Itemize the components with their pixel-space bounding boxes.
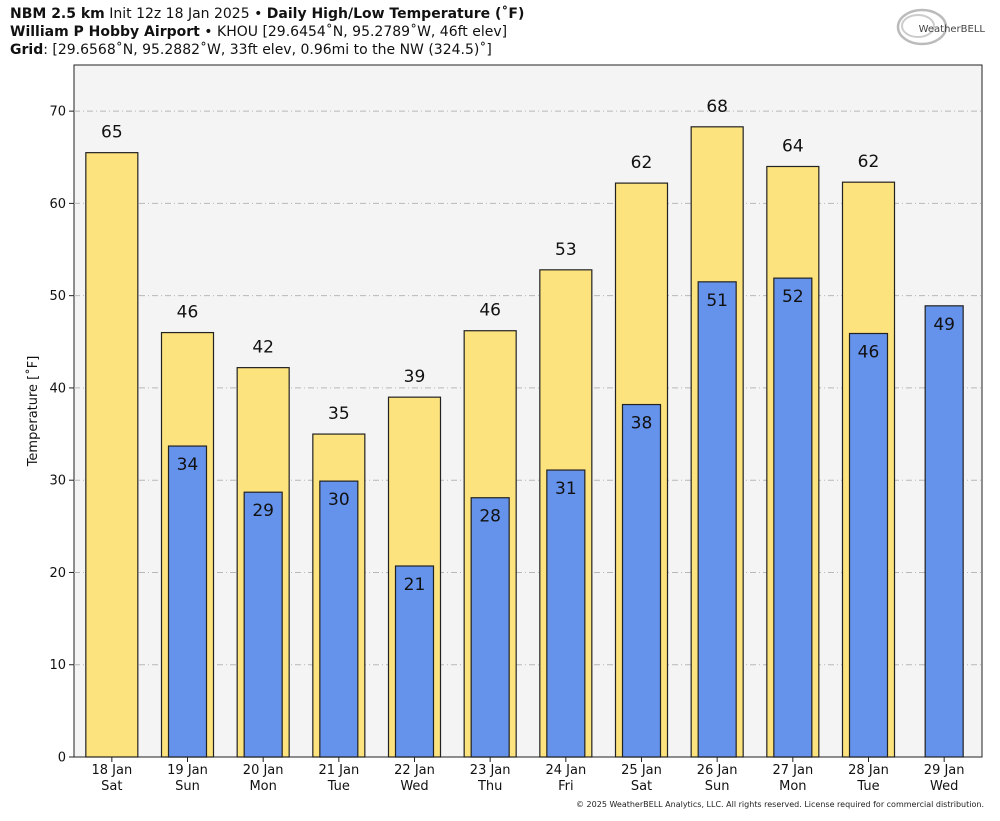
x-tick-day: Wed (930, 779, 958, 794)
high-temp-label: 62 (631, 153, 653, 173)
low-temp-bar (319, 480, 359, 758)
y-tick-label: 20 (49, 566, 66, 581)
low-temp-bar (394, 565, 435, 758)
x-tick-date: 22 Jan (394, 763, 435, 778)
station-info: KHOU [29.6454˚N, 95.2789˚W, 46ft elev] (217, 24, 508, 40)
x-tick-day: Tue (327, 779, 350, 794)
y-tick-label: 40 (49, 381, 66, 396)
model-name: NBM 2.5 km (10, 6, 105, 22)
logo-swirl-inner-icon (901, 14, 935, 38)
grid-label: Grid (10, 42, 44, 58)
y-tick-label: 10 (49, 658, 66, 673)
high-temp-label: 35 (328, 404, 350, 424)
y-tick-label: 30 (49, 474, 66, 489)
low-temp-label: 46 (858, 342, 880, 362)
y-tick-label: 70 (49, 105, 66, 120)
grid-lines (74, 110, 982, 666)
grid-info: : [29.6568˚N, 95.2882˚W, 33ft elev, 0.96… (43, 42, 492, 58)
high-temp-label: 62 (858, 152, 880, 172)
x-tick-date: 20 Jan (243, 763, 284, 778)
header-line-3: Grid: [29.6568˚N, 95.2882˚W, 33ft elev, … (10, 42, 492, 59)
high-temp-label: 53 (555, 240, 577, 260)
low-temp-bar (697, 281, 737, 758)
x-tick-day: Mon (249, 779, 276, 794)
x-tick-day: Sat (101, 779, 122, 794)
x-tick-date: 25 Jan (621, 763, 662, 778)
high-temp-label: 68 (706, 97, 728, 117)
x-tick-day: Tue (856, 779, 879, 794)
copyright-footer: © 2025 WeatherBELL Analytics, LLC. All r… (576, 800, 984, 809)
low-temp-bar (848, 332, 889, 758)
x-tick-date: 24 Jan (545, 763, 586, 778)
weatherbell-logo: WeatherBELL (896, 8, 986, 46)
header-line-1: NBM 2.5 km Init 12z 18 Jan 2025 • Daily … (10, 6, 524, 23)
low-temp-label: 28 (479, 507, 501, 527)
high-temp-label: 46 (479, 301, 501, 321)
low-temp-label: 21 (404, 575, 426, 595)
low-temp-label: 49 (933, 315, 955, 335)
y-tick-label: 60 (49, 197, 66, 212)
x-tick-date: 18 Jan (91, 763, 132, 778)
x-tick-day: Mon (779, 779, 806, 794)
low-temp-label: 30 (328, 490, 350, 510)
x-tick-date: 26 Jan (697, 763, 738, 778)
x-tick-date: 23 Jan (470, 763, 511, 778)
logo-swirl-icon (896, 8, 948, 46)
y-axis-label: Temperature [˚F] (25, 356, 41, 468)
x-tick-date: 27 Jan (772, 763, 813, 778)
low-temp-label: 52 (782, 287, 804, 307)
low-temp-label: 38 (631, 414, 653, 434)
station-name: William P Hobby Airport (10, 24, 200, 40)
header-line-2: William P Hobby Airport • KHOU [29.6454˚… (10, 24, 507, 41)
high-temp-bar (85, 152, 139, 758)
y-tick-label: 0 (58, 751, 66, 766)
separator: • (254, 6, 263, 22)
low-temp-bar (167, 445, 208, 758)
high-temp-label: 65 (101, 123, 123, 143)
low-temp-bar (621, 403, 662, 758)
x-tick-date: 21 Jan (318, 763, 359, 778)
x-tick-day: Fri (558, 779, 574, 794)
low-temp-bar (243, 491, 283, 758)
low-temp-bar (924, 305, 964, 758)
logo-text: WeatherBELL (919, 24, 986, 35)
high-temp-label: 42 (252, 338, 274, 358)
product-title: Daily High/Low Temperature (˚F) (266, 6, 525, 22)
low-temp-label: 51 (706, 291, 728, 311)
x-tick-date: 29 Jan (924, 763, 965, 778)
x-tick-day: Sun (705, 779, 730, 794)
low-temp-label: 34 (177, 455, 199, 475)
low-temp-bar (773, 277, 813, 758)
plot-area (73, 64, 983, 758)
x-tick-date: 19 Jan (167, 763, 208, 778)
y-axis: 0 10 20 30 40 50 60 70 (49, 105, 74, 766)
x-tick-day: Wed (400, 779, 428, 794)
separator: • (204, 24, 213, 40)
low-temp-label: 29 (252, 501, 274, 521)
x-tick-day: Sat (631, 779, 652, 794)
x-tick-date: 28 Jan (848, 763, 889, 778)
y-tick-label: 50 (49, 289, 66, 304)
low-temp-label: 31 (555, 479, 577, 499)
x-tick-day: Sun (175, 779, 200, 794)
bars: 65 46 34 42 29 35 30 39 21 46 28 53 31 62 38 68 51 64 52 62… (85, 97, 964, 758)
low-temp-bar (470, 497, 510, 758)
high-temp-label: 46 (177, 303, 199, 323)
high-temp-label: 39 (404, 367, 426, 387)
low-temp-bar (546, 469, 586, 758)
high-temp-label: 64 (782, 136, 804, 156)
init-time: Init 12z 18 Jan 2025 (109, 6, 250, 22)
x-tick-day: Thu (477, 779, 502, 794)
